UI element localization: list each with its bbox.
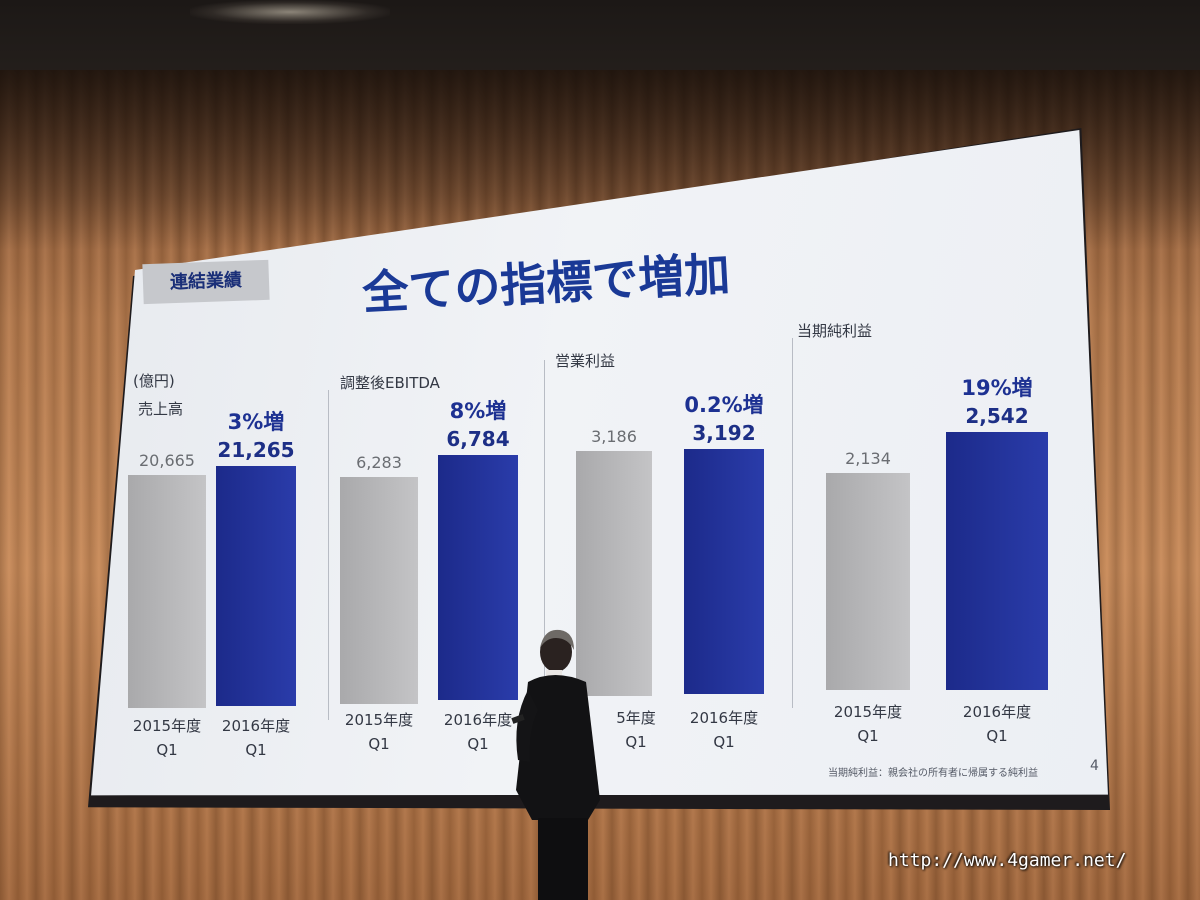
presenter-hair bbox=[540, 629, 574, 650]
x-label-2015: 2015年度 Q1 bbox=[806, 700, 930, 748]
x-label-quarter: Q1 bbox=[368, 735, 390, 753]
x-label-quarter: Q1 bbox=[156, 741, 178, 759]
data-label: 21,265 bbox=[217, 438, 295, 462]
x-label-year: 2016年度 bbox=[443, 711, 513, 729]
growth-label: 19%増 bbox=[961, 376, 1033, 400]
x-label-quarter: Q1 bbox=[713, 733, 735, 751]
bar-2016-q1 bbox=[946, 432, 1048, 690]
growth-label: 8%増 bbox=[449, 399, 507, 423]
unit-label: (億円) bbox=[133, 372, 175, 390]
x-label-year: 5年度 bbox=[616, 709, 656, 727]
x-label-quarter: Q1 bbox=[625, 733, 647, 751]
x-label-2016: 2016年度 Q1 bbox=[926, 700, 1068, 748]
x-label-quarter: Q1 bbox=[467, 735, 489, 753]
bar-2015-q1 bbox=[128, 475, 206, 708]
x-label-2015: 5年度 Q1 bbox=[578, 706, 694, 754]
panel-divider bbox=[328, 390, 329, 720]
x-label-2016: 2016年度 Q1 bbox=[196, 714, 316, 762]
data-label: 20,665 bbox=[139, 451, 195, 470]
panel-title: 売上高 bbox=[138, 400, 184, 418]
x-label-year: 2015年度 bbox=[132, 717, 202, 735]
x-label-year: 2015年度 bbox=[833, 703, 903, 721]
x-label-2016: 2016年度 Q1 bbox=[418, 708, 538, 756]
data-label: 3,186 bbox=[591, 427, 637, 446]
panel-title: 調整後EBITDA bbox=[340, 374, 440, 392]
panel-title: 営業利益 bbox=[555, 352, 616, 370]
chandelier-light bbox=[190, 0, 390, 24]
x-label-year: 2016年度 bbox=[689, 709, 759, 727]
data-label: 3,192 bbox=[692, 421, 756, 445]
bar-2015-q1 bbox=[576, 451, 652, 696]
x-label-2015: 2015年度 Q1 bbox=[320, 708, 438, 756]
x-label-2016: 2016年度 Q1 bbox=[664, 706, 784, 754]
presenter-silhouette bbox=[511, 629, 600, 900]
presenter-remote bbox=[511, 714, 525, 724]
x-label-year: 2016年度 bbox=[221, 717, 291, 735]
watermark-url: http://www.4gamer.net/ bbox=[888, 850, 1127, 871]
presenter-arm bbox=[516, 690, 538, 762]
footnote: 当期純利益：親会社の所有者に帰属する純利益 bbox=[828, 768, 1038, 779]
bar-2016-q1 bbox=[684, 449, 764, 694]
data-label: 2,542 bbox=[965, 404, 1029, 428]
x-label-2015: 2015年度 Q1 bbox=[108, 714, 226, 762]
data-label: 6,283 bbox=[356, 453, 402, 472]
bar-2016-q1 bbox=[216, 466, 296, 706]
panel-title: 当期純利益 bbox=[797, 322, 873, 340]
growth-label: 0.2%増 bbox=[684, 393, 764, 417]
growth-label: 3%増 bbox=[227, 410, 285, 434]
x-label-quarter: Q1 bbox=[986, 727, 1008, 745]
x-label-year: 2015年度 bbox=[344, 711, 414, 729]
presenter-legs bbox=[538, 818, 588, 900]
bar-2015-q1 bbox=[340, 477, 418, 704]
data-label: 2,134 bbox=[845, 449, 891, 468]
bar-2015-q1 bbox=[826, 473, 910, 690]
x-label-quarter: Q1 bbox=[245, 741, 267, 759]
x-label-quarter: Q1 bbox=[857, 727, 879, 745]
page-number: 4 bbox=[1090, 758, 1099, 774]
panel-divider bbox=[792, 338, 793, 708]
section-badge: 連結業績 bbox=[142, 259, 270, 305]
bar-2016-q1 bbox=[438, 455, 518, 700]
data-label: 6,784 bbox=[446, 427, 510, 451]
x-label-year: 2016年度 bbox=[962, 703, 1032, 721]
presenter-head bbox=[540, 632, 572, 672]
panel-divider bbox=[544, 360, 545, 720]
